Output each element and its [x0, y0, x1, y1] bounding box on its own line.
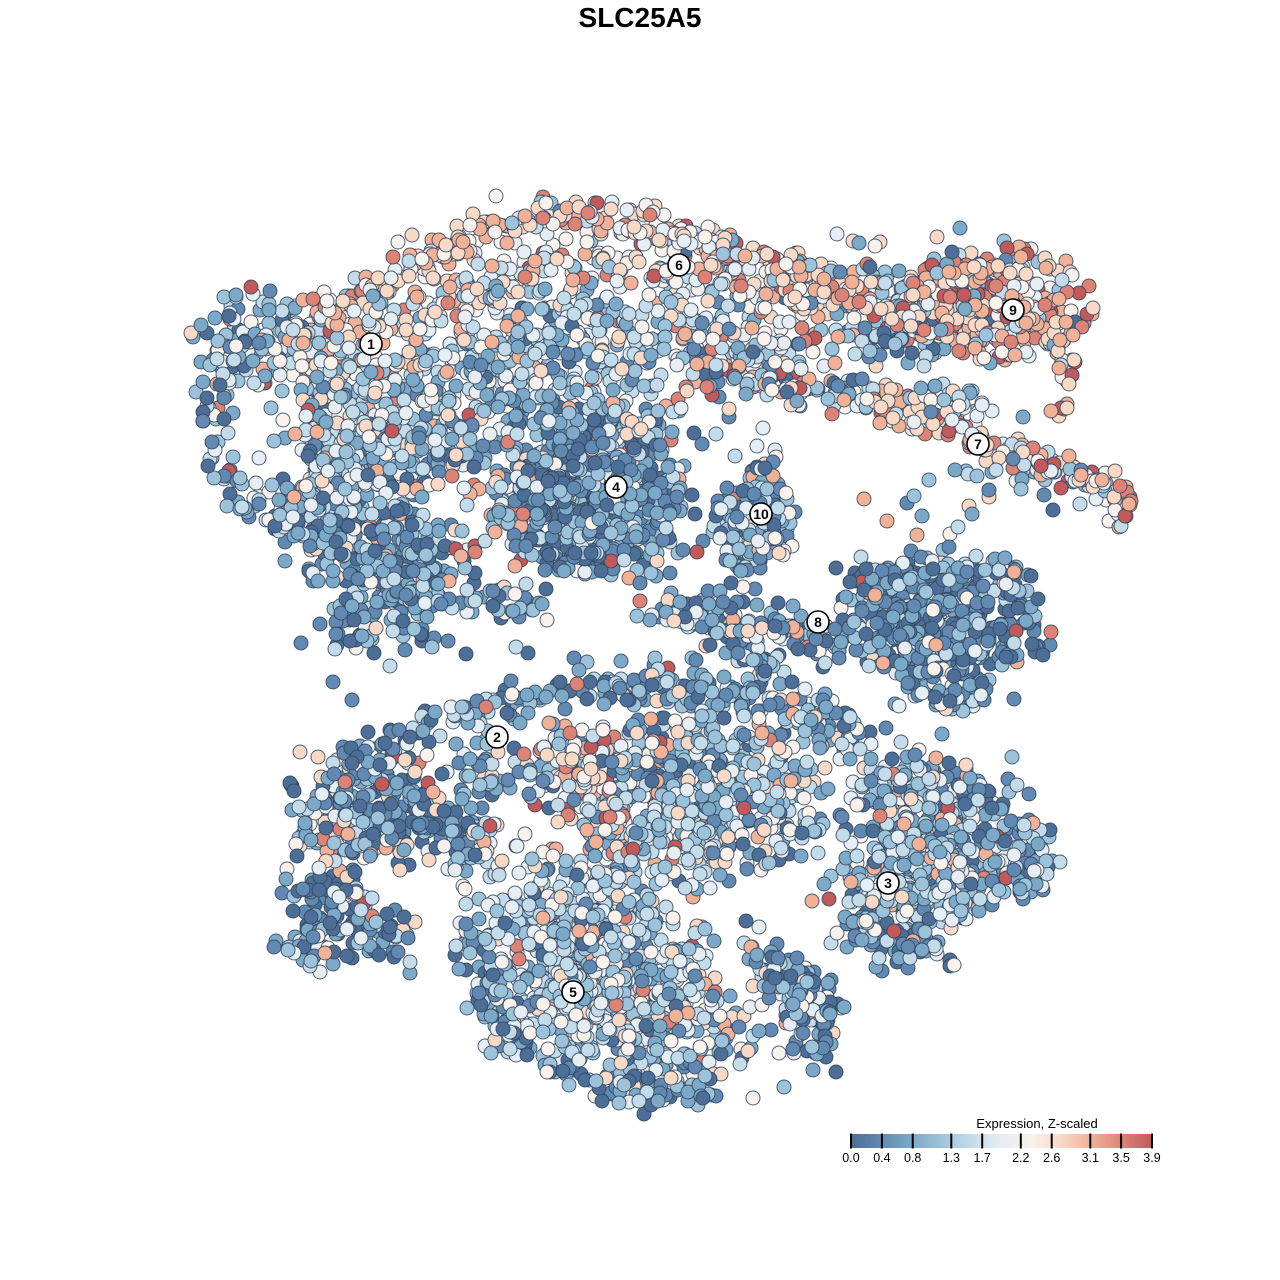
svg-text:SLC25A5: SLC25A5	[579, 2, 702, 33]
